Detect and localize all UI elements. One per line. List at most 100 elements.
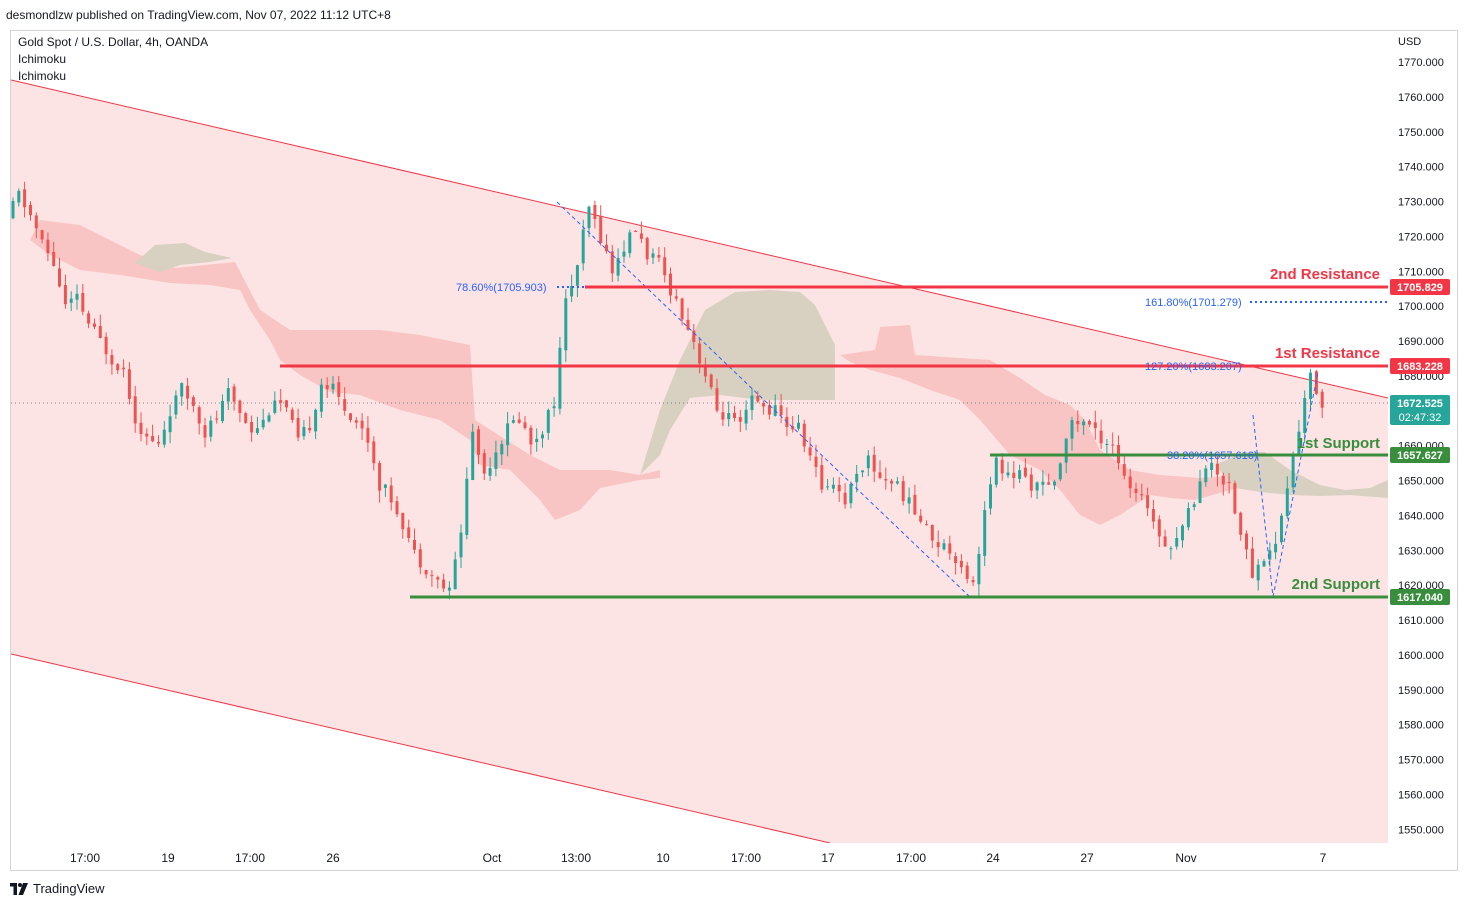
fib-trend-line-1 bbox=[556, 201, 971, 598]
candle-body bbox=[826, 486, 830, 488]
candle-body bbox=[1280, 515, 1283, 543]
candle-body bbox=[267, 415, 271, 422]
candle-body bbox=[383, 484, 387, 488]
x-tick-label: 17:00 bbox=[896, 851, 926, 865]
candle-body bbox=[669, 273, 672, 296]
candle-body bbox=[145, 433, 149, 437]
candle-body bbox=[698, 343, 702, 364]
candle-body bbox=[901, 481, 905, 502]
candle-body bbox=[1134, 488, 1138, 493]
candle-body bbox=[203, 425, 207, 438]
candle-body bbox=[878, 472, 882, 478]
candle-body bbox=[552, 406, 556, 409]
channel-fill bbox=[11, 80, 1388, 843]
channel-lower-line bbox=[11, 653, 831, 843]
candle-body bbox=[1087, 421, 1091, 425]
candle-body bbox=[331, 383, 335, 390]
candle-body bbox=[319, 384, 323, 412]
candle-body bbox=[354, 420, 358, 423]
candle-body bbox=[1012, 472, 1016, 478]
resistance-1-label: 1st Resistance bbox=[1275, 345, 1380, 362]
candle-body bbox=[1320, 391, 1324, 408]
candle-body bbox=[639, 233, 643, 239]
candle-body bbox=[1309, 372, 1312, 399]
candle-body bbox=[1111, 444, 1115, 446]
candle-body bbox=[657, 255, 661, 258]
price-axis[interactable]: USD 1550.000 1560.000 1570.000 1580.000 1590… bbox=[1398, 36, 1444, 836]
candle-body bbox=[541, 434, 544, 439]
candle-body bbox=[1291, 456, 1295, 488]
candle-body bbox=[285, 400, 288, 408]
tradingview-brand[interactable]: TradingView bbox=[10, 881, 105, 896]
y-tick-label: 1560.000 bbox=[1398, 789, 1444, 801]
candle-body bbox=[767, 405, 771, 415]
candle-body bbox=[575, 265, 579, 286]
candle-body bbox=[872, 454, 876, 472]
y-tick-label: 1640.000 bbox=[1398, 510, 1444, 522]
candle-body bbox=[703, 364, 707, 377]
candle-body bbox=[779, 405, 783, 416]
candle-body bbox=[255, 428, 259, 433]
candle-body bbox=[1053, 481, 1056, 486]
candle-body bbox=[936, 542, 940, 548]
candle-body bbox=[959, 560, 963, 568]
candle-body bbox=[628, 232, 632, 254]
candle-body bbox=[727, 413, 731, 420]
candle-body bbox=[46, 239, 50, 254]
candle-body bbox=[1058, 463, 1062, 480]
x-tick-label: 19 bbox=[161, 851, 175, 865]
x-tick-label: 10 bbox=[656, 851, 670, 865]
candle-body bbox=[1233, 483, 1237, 514]
svg-text:1683.228: 1683.228 bbox=[1397, 361, 1443, 373]
x-tick-label: 24 bbox=[986, 851, 1000, 865]
candle-body bbox=[1169, 548, 1173, 550]
candle-body bbox=[29, 204, 32, 216]
candle-body bbox=[709, 374, 713, 388]
y-tick-label: 1610.000 bbox=[1398, 615, 1444, 627]
candle-body bbox=[1256, 564, 1260, 581]
candle-body bbox=[442, 579, 446, 589]
axis-currency: USD bbox=[1398, 36, 1421, 48]
indicator-label-1: Ichimoku bbox=[18, 52, 66, 66]
y-tick-label: 1720.000 bbox=[1398, 231, 1444, 243]
x-tick-label: 27 bbox=[1080, 851, 1094, 865]
y-tick-label: 1570.000 bbox=[1398, 755, 1444, 767]
candle-body bbox=[791, 426, 795, 430]
candle-body bbox=[395, 501, 399, 515]
price-tag-current: 1672.525 02:47:32 bbox=[1390, 395, 1450, 425]
y-tick-label: 1770.000 bbox=[1398, 57, 1444, 69]
candle-body bbox=[587, 206, 591, 229]
candle-body bbox=[983, 510, 987, 556]
y-tick-label: 1760.000 bbox=[1398, 92, 1444, 104]
candle-body bbox=[1035, 482, 1039, 491]
time-axis[interactable]: 17:00 19 17:00 26 Oct 13:00 10 17:00 17 17:00 24 27… bbox=[70, 851, 1327, 865]
candle-body bbox=[314, 409, 318, 432]
svg-text:1657.627: 1657.627 bbox=[1397, 450, 1443, 462]
candle-body bbox=[756, 395, 760, 402]
price-tag-resistance-2: 1705.829 bbox=[1390, 279, 1450, 295]
candle-body bbox=[418, 549, 422, 568]
candle-body bbox=[663, 257, 667, 276]
candle-body bbox=[471, 431, 475, 480]
y-tick-label: 1550.000 bbox=[1398, 824, 1444, 836]
candle-body bbox=[139, 422, 143, 434]
candle-body bbox=[802, 423, 806, 447]
candle-body bbox=[989, 484, 992, 509]
candle-body bbox=[482, 453, 486, 474]
candle-body bbox=[424, 570, 428, 575]
candle-body bbox=[1303, 398, 1307, 433]
candle-body bbox=[58, 268, 61, 287]
x-tick-label: 17:00 bbox=[731, 851, 761, 865]
y-tick-label: 1750.000 bbox=[1398, 127, 1444, 139]
candle-body bbox=[337, 382, 341, 397]
candle-body bbox=[180, 383, 184, 397]
candle-body bbox=[913, 494, 917, 515]
y-tick-label: 1600.000 bbox=[1398, 650, 1444, 662]
publish-info: desmondlzw published on TradingView.com,… bbox=[6, 8, 391, 22]
candle-body bbox=[488, 468, 492, 476]
y-tick-label: 1590.000 bbox=[1398, 685, 1444, 697]
candle-body bbox=[186, 385, 190, 399]
candle-body bbox=[349, 413, 352, 420]
fib-label-161: 161.80%(1701.279) bbox=[1145, 297, 1242, 309]
